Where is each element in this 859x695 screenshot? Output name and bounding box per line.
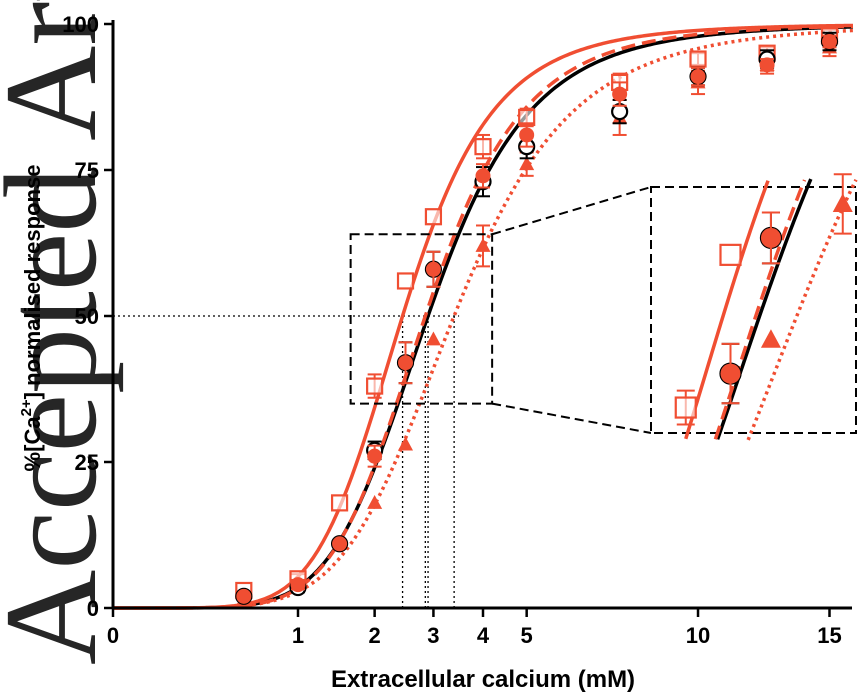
point-red-open-square	[330, 494, 349, 512]
inset-point-red-filled-triangle	[832, 193, 853, 212]
point-red-open-square	[424, 208, 443, 226]
x-tick-label: 15	[817, 623, 841, 648]
x-tick-label: 3	[427, 623, 439, 648]
point-red-open-square	[689, 50, 707, 68]
point-red-filled-circle	[475, 168, 491, 184]
y-tick-label: 75	[75, 158, 99, 183]
point-red-filled-circle	[519, 127, 535, 143]
point-red-filled-circle	[290, 577, 306, 593]
point-red-filled-circle	[759, 57, 775, 73]
point-red-open-square	[366, 377, 384, 395]
point-red-filled-circle	[690, 69, 706, 85]
inset-point-red-open-square	[674, 396, 697, 419]
curve-red-open-square	[113, 23, 854, 610]
x-tick-label: 0	[107, 623, 119, 648]
inset-curve-red-open-square	[684, 180, 770, 440]
watermark-layer: Accepted Article	[0, 0, 124, 665]
point-red-open-square	[474, 138, 492, 156]
inset-source-box	[349, 233, 494, 405]
inset-curve-black	[715, 178, 813, 440]
inset-curve-red-filled-circle	[713, 179, 807, 440]
y-tick-label: 100	[62, 12, 99, 37]
y-tick-label: 0	[87, 596, 99, 621]
x-axis-label: Extracellular calcium (mM)	[331, 666, 635, 693]
inset-point-red-filled-triangle	[760, 329, 781, 348]
x-tick-label: 4	[477, 623, 490, 648]
point-red-filled-triangle	[519, 156, 535, 171]
y-tick-label: 25	[75, 450, 99, 475]
point-red-filled-triangle	[398, 436, 414, 451]
inset-point-red-filled-circle	[760, 227, 781, 248]
point-red-filled-triangle	[475, 238, 491, 252]
watermark-text: Accepted Article	[0, 0, 124, 665]
inset-curve-red-filled-triangle	[746, 178, 858, 441]
point-red-filled-circle	[367, 448, 383, 464]
x-tick-label: 10	[686, 623, 710, 648]
y-axis-label-superscript: 2+	[18, 399, 35, 416]
y-tick-label: 50	[75, 304, 99, 329]
fitted-curves	[112, 23, 854, 610]
y-axis-label: %[Ca2+] normalised response	[18, 165, 45, 472]
point-red-filled-circle	[398, 355, 414, 371]
inset-frame	[349, 186, 652, 434]
y-axis-label-suffix: ] normalised response	[20, 165, 45, 400]
y-axis-label-prefix: %[Ca	[20, 416, 45, 472]
ec50-guides	[113, 315, 460, 608]
x-tick-label: 5	[521, 623, 533, 648]
inset-zoom	[650, 173, 858, 441]
point-red-filled-circle	[822, 34, 838, 50]
inset-connector	[491, 186, 652, 236]
axes: 0 1 2 3 4 5 10 15 0 25 50 75 100	[62, 12, 852, 648]
point-red-filled-circle	[332, 536, 348, 552]
inset-connector	[491, 402, 652, 434]
inset-point-red-filled-circle	[720, 363, 741, 384]
x-tick-label: 1	[292, 623, 304, 648]
x-tick-label: 2	[369, 623, 381, 648]
data-points	[235, 27, 839, 606]
inset-point-red-open-square	[719, 243, 742, 266]
point-red-filled-circle	[425, 261, 441, 277]
curve-red-filled-triangle	[112, 28, 854, 610]
point-red-filled-triangle	[425, 331, 441, 346]
point-red-filled-circle	[236, 588, 252, 604]
point-red-filled-triangle	[367, 495, 383, 509]
point-red-filled-circle	[612, 86, 628, 102]
point-red-open-square	[396, 272, 415, 290]
